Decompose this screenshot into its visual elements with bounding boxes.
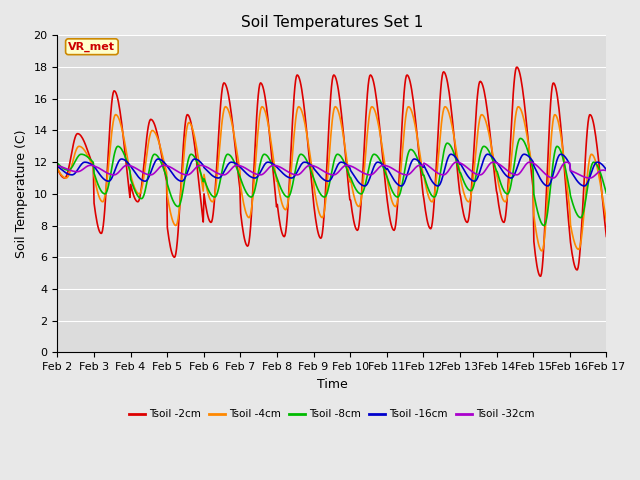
Tsoil -4cm	[221, 104, 229, 109]
Tsoil -16cm	[415, 158, 422, 164]
Line: Tsoil -8cm: Tsoil -8cm	[58, 138, 606, 226]
Tsoil -8cm	[602, 191, 610, 196]
Line: Tsoil -4cm: Tsoil -4cm	[58, 107, 606, 251]
Tsoil -32cm	[415, 163, 422, 168]
Tsoil -2cm	[176, 206, 184, 212]
Tsoil -4cm	[415, 147, 423, 153]
Tsoil -2cm	[415, 147, 422, 153]
Line: Tsoil -2cm: Tsoil -2cm	[58, 67, 606, 276]
Tsoil -16cm	[120, 156, 127, 162]
Tsoil -2cm	[205, 216, 212, 221]
Tsoil -16cm	[176, 178, 184, 183]
Tsoil -8cm	[63, 167, 71, 173]
Tsoil -32cm	[399, 171, 406, 177]
Tsoil -16cm	[54, 163, 61, 169]
Tsoil -32cm	[453, 159, 461, 165]
Tsoil -32cm	[586, 175, 593, 181]
Tsoil -4cm	[399, 138, 407, 144]
Tsoil -2cm	[602, 234, 610, 240]
Tsoil -16cm	[602, 167, 610, 173]
Tsoil -8cm	[415, 158, 422, 164]
Tsoil -32cm	[120, 164, 127, 169]
Y-axis label: Soil Temperature (C): Soil Temperature (C)	[15, 130, 28, 258]
Tsoil -2cm	[513, 64, 521, 70]
Tsoil -32cm	[63, 167, 71, 172]
Text: VR_met: VR_met	[68, 42, 115, 52]
Tsoil -4cm	[602, 218, 610, 224]
Tsoil -32cm	[602, 168, 610, 173]
Line: Tsoil -16cm: Tsoil -16cm	[58, 154, 606, 186]
Tsoil -2cm	[63, 171, 71, 177]
Tsoil -16cm	[557, 151, 564, 157]
Tsoil -16cm	[399, 182, 406, 188]
Tsoil -8cm	[540, 223, 548, 228]
Tsoil -8cm	[205, 187, 212, 193]
Tsoil -2cm	[120, 139, 127, 144]
Tsoil -8cm	[517, 135, 525, 141]
Tsoil -4cm	[63, 175, 71, 180]
Tsoil -32cm	[176, 170, 184, 176]
Tsoil -16cm	[205, 169, 212, 175]
Tsoil -2cm	[54, 166, 61, 171]
Tsoil -32cm	[205, 165, 212, 171]
Tsoil -4cm	[538, 248, 545, 254]
X-axis label: Time: Time	[317, 378, 348, 391]
Tsoil -4cm	[205, 192, 212, 198]
Tsoil -8cm	[176, 202, 184, 208]
Tsoil -16cm	[63, 171, 71, 177]
Tsoil -32cm	[54, 163, 61, 168]
Tsoil -16cm	[580, 183, 588, 189]
Title: Soil Temperatures Set 1: Soil Temperatures Set 1	[241, 15, 423, 30]
Line: Tsoil -32cm: Tsoil -32cm	[58, 162, 606, 178]
Tsoil -8cm	[120, 151, 127, 156]
Tsoil -4cm	[120, 135, 127, 141]
Tsoil -2cm	[399, 113, 406, 119]
Tsoil -4cm	[176, 204, 184, 210]
Tsoil -2cm	[537, 273, 545, 279]
Tsoil -4cm	[54, 166, 61, 171]
Legend: Tsoil -2cm, Tsoil -4cm, Tsoil -8cm, Tsoil -16cm, Tsoil -32cm: Tsoil -2cm, Tsoil -4cm, Tsoil -8cm, Tsoi…	[125, 405, 538, 423]
Tsoil -8cm	[54, 160, 61, 166]
Tsoil -8cm	[399, 180, 406, 186]
